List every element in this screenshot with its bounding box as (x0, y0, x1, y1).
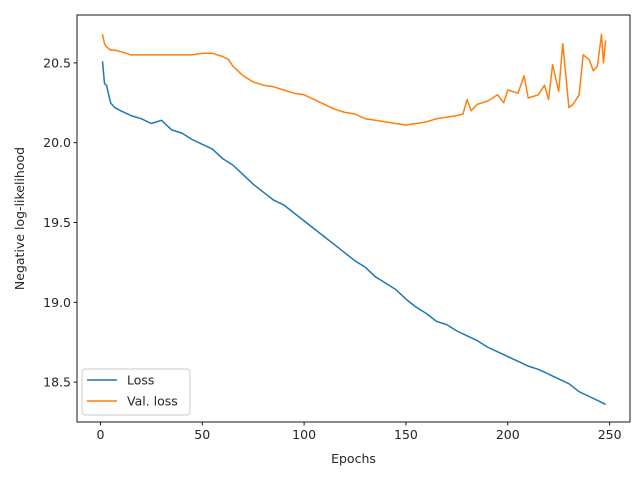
y-tick-label: 20.0 (43, 135, 71, 150)
legend-label-0: Loss (127, 373, 154, 388)
x-tick-label: 50 (194, 427, 210, 442)
plot-frame (76, 14, 631, 423)
legend-label-1: Val. loss (127, 394, 178, 409)
series-layer (101, 33, 607, 406)
y-tick-label: 20.5 (43, 55, 71, 70)
x-tick-label: 0 (96, 427, 104, 442)
x-tick-label: 150 (394, 427, 418, 442)
y-tick-label: 18.5 (43, 375, 71, 390)
series-line-0 (101, 61, 606, 406)
legend: Loss Val. loss (81, 368, 191, 416)
y-tick-label: 19.0 (43, 295, 71, 310)
x-axis-label: Epochs (331, 451, 376, 466)
y-tick-label: 19.5 (43, 215, 71, 230)
y-axis-label: Negative log-likelihood (12, 147, 27, 290)
x-tick-label: 250 (598, 427, 622, 442)
series-line-1 (101, 33, 607, 126)
ticks-layer: 0 50 100 150 200 250 18.5 19.0 19.5 20.0 20.5 (43, 55, 621, 442)
x-tick-label: 100 (292, 427, 316, 442)
x-tick-label: 200 (496, 427, 520, 442)
